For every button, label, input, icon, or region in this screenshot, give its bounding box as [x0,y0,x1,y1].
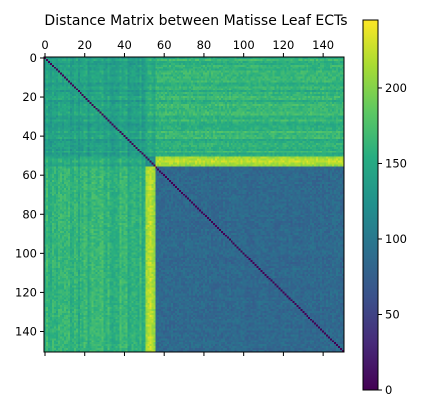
y-tick-label: 60 [22,168,37,182]
colorbar-gradient [362,19,379,391]
x-tick-label: 80 [197,38,212,52]
chart-title: Distance Matrix between Matisse Leaf ECT… [44,13,347,29]
y-tick-label: 80 [22,207,37,221]
y-tick-label: 20 [22,90,37,104]
x-tick-label: 60 [157,38,172,52]
y-tick-label: 120 [15,285,37,299]
y-tick-label: 140 [15,324,37,338]
heatmap-image [43,56,345,353]
heatmap-frame [43,56,345,353]
y-tick-label: 40 [22,129,37,143]
x-tick-label: 40 [117,38,132,52]
colorbar-tick-label: 200 [385,81,407,95]
y-tick-label: 100 [15,246,37,260]
x-axis-bottom-ticks [44,352,324,356]
y-axis: 0 20 40 60 80 100 120 140 [15,51,44,338]
x-tick-label: 0 [41,38,48,52]
x-tick-label: 20 [77,38,92,52]
colorbar: 0 50 100 150 200 [362,19,407,397]
colorbar-tick-label: 0 [385,383,392,397]
x-axis-top: 0 20 40 60 80 100 120 140 [41,38,334,57]
colorbar-tick-label: 100 [385,232,407,246]
x-tick-label: 140 [312,38,334,52]
x-tick-label: 100 [233,38,255,52]
heatmap-raster [44,57,344,352]
x-tick-label: 120 [272,38,294,52]
colorbar-ticks: 0 50 100 150 200 [378,81,407,397]
colorbar-tick-label: 50 [385,307,400,321]
colorbar-tick-label: 150 [385,156,407,170]
y-tick-label: 0 [30,51,37,65]
